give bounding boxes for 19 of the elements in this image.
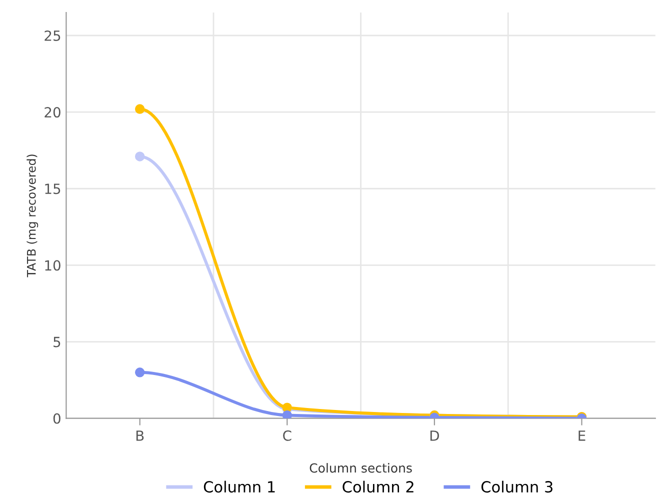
y-tick-label: 10	[45, 260, 60, 271]
point	[282, 410, 292, 418]
y-axis-title: TATB (mg recovered)	[26, 154, 38, 278]
legend-label: Column 2	[342, 480, 414, 493]
y-tick-label: 15	[45, 184, 60, 194]
x-axis-title: Column sections	[310, 463, 412, 473]
point	[134, 152, 145, 162]
y-tick-label: 0	[53, 413, 60, 424]
y-tick-label: 5	[54, 336, 60, 348]
y-tick-label: 25	[44, 30, 60, 41]
point	[134, 104, 145, 114]
x-tick-label: C	[283, 430, 292, 441]
x-tick-label: E	[578, 430, 586, 441]
x-tick-label: D	[430, 430, 439, 441]
x-tick-label: B	[136, 430, 144, 441]
legend-label: Column 1	[204, 480, 275, 493]
legend-label: Column 3	[481, 480, 552, 493]
point	[134, 368, 145, 378]
y-tick-label: 20	[44, 107, 60, 118]
